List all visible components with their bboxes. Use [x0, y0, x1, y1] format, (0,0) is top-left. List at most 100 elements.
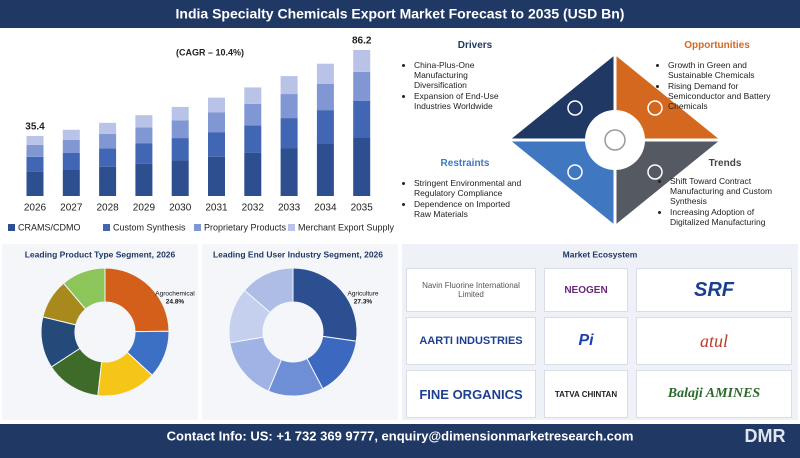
bar-segment	[135, 127, 153, 144]
footer-bar	[0, 424, 800, 458]
bullet-list: Shift Toward Contract Manufacturing and …	[660, 176, 795, 228]
quadrant-title: Opportunities	[684, 40, 750, 51]
company-cell: SRF	[636, 268, 792, 312]
icon	[567, 100, 583, 116]
donut-segment	[62, 267, 106, 310]
bullet-item: Expansion of End-Use Industries Worldwid…	[414, 91, 504, 111]
bar-segment	[99, 166, 117, 196]
charts: 2026 2027 2028 2029 2030 2031 2032 2033 2034 2035…	[8, 36, 395, 397]
x-tick-label: 2026	[24, 203, 47, 214]
quadrant-title: Drivers	[457, 40, 493, 51]
x-tick-label: 2032	[242, 203, 265, 214]
title: India Specialty Chemicals Export Market …	[176, 6, 625, 22]
donut-segment	[243, 267, 294, 314]
bar-segment	[208, 97, 225, 113]
company-logo: atul	[699, 330, 728, 351]
bar-segment	[280, 94, 298, 119]
company-cell: Pi	[544, 317, 628, 365]
bar-segment	[135, 163, 153, 196]
logo: DMR	[745, 426, 786, 446]
icon	[567, 164, 583, 180]
bar-segment	[171, 160, 189, 196]
donut-title: Leading End User Industry Segment, 2026	[213, 249, 383, 259]
x-tick-label: 2027	[60, 203, 83, 214]
bar-segment	[135, 115, 153, 128]
bar-segment	[316, 110, 334, 144]
bullet-list: Stringent Environmental and Regulatory C…	[404, 178, 529, 220]
bar-segment	[26, 144, 44, 157]
bar-segment	[208, 132, 225, 157]
contact: Contact Info: US: +1 732 369 9777, enqui…	[167, 428, 634, 443]
bar-segment	[26, 156, 44, 172]
bar-segment	[62, 169, 80, 196]
legend-label: Custom Synthesis	[113, 222, 186, 232]
segment-label: Agriculture	[347, 291, 378, 298]
donut-segment	[292, 267, 358, 342]
total-label: 86.2	[352, 36, 372, 47]
company-logo: SRF	[694, 278, 734, 301]
center-icon	[604, 129, 626, 151]
bar-segment	[244, 125, 262, 153]
company-logo: Navin Fluorine International Limited	[422, 281, 520, 299]
bullet-item: Dependence on Imported Raw Materials	[414, 199, 529, 219]
bar-segment	[135, 143, 153, 164]
legend-swatch	[288, 224, 295, 231]
bullet-item: Increasing Adoption of Digitalized Manuf…	[670, 207, 795, 227]
quadrant-restraints	[510, 140, 615, 225]
legend-label: Merchant Export Supply	[298, 222, 395, 232]
bullets: Growth in Green and Sustainable Chemical…	[658, 60, 793, 111]
bullets: China-Plus-One Manufacturing Diversifica…	[404, 60, 504, 111]
bar-segment	[99, 122, 117, 134]
bullets: Stringent Environmental and Regulatory C…	[404, 178, 529, 219]
bar-segment	[62, 139, 80, 153]
bar-segment	[316, 63, 334, 84]
bar-segment	[280, 148, 298, 196]
company-logo: Pi	[578, 332, 594, 349]
bar-segment	[280, 118, 298, 149]
x-tick-label: 2028	[96, 203, 119, 214]
bar-segment	[208, 156, 225, 196]
company-cell: Balaji AMINES	[636, 370, 792, 418]
x-tick-label: 2030	[169, 203, 192, 214]
company-cell: atul	[636, 317, 792, 365]
bullet-item: Rising Demand for Semiconductor and Batt…	[668, 81, 793, 111]
x-tick-label: 2031	[205, 203, 228, 214]
bullet-list: China-Plus-One Manufacturing Diversifica…	[404, 60, 504, 112]
bar-segment	[316, 83, 334, 111]
quadrant-opportunities	[615, 55, 720, 140]
x-tick-label: 2033	[278, 203, 301, 214]
donut-title: Leading Product Type Segment, 2026	[25, 249, 176, 259]
bullet-item: Shift Toward Contract Manufacturing and …	[670, 176, 795, 206]
cagr: (CAGR – 10.4%)	[176, 47, 244, 57]
bullet-item: China-Plus-One Manufacturing Diversifica…	[414, 60, 504, 90]
bar-segment	[62, 129, 80, 140]
bar-segment	[353, 71, 371, 101]
quadrant-drivers	[510, 55, 615, 140]
segment-label: Agrochemical	[155, 291, 195, 298]
icon	[647, 100, 663, 116]
legend-swatch	[103, 224, 110, 231]
legend-swatch	[8, 224, 15, 231]
bar-segment	[316, 143, 334, 196]
segment-value: 24.8%	[166, 299, 185, 306]
company-cell: FINE ORGANICS	[406, 370, 536, 418]
company-cell: Navin Fluorine International Limited	[406, 268, 536, 312]
company-logo: NEOGEN	[564, 284, 608, 296]
ecosystem-title: Market Ecosystem	[563, 249, 638, 259]
legend-label: CRAMS/CDMO	[18, 222, 81, 232]
bar-segment	[99, 133, 117, 149]
bullet-item: Growth in Green and Sustainable Chemical…	[668, 60, 793, 80]
segment-value: 27.3%	[354, 299, 373, 306]
bar-segment	[280, 76, 298, 95]
quadrant-title: Restraints	[440, 158, 490, 169]
company-logo: TATVA CHINTAN	[554, 389, 618, 399]
bullet-item: Stringent Environmental and Regulatory C…	[414, 178, 529, 198]
bar-segment	[353, 50, 371, 72]
bar-segment	[99, 148, 117, 167]
bar-segment	[244, 152, 262, 196]
company-logo: Balaji AMINES	[667, 386, 761, 401]
legend-label: Proprietary Products	[204, 222, 287, 232]
x-tick-label: 2035	[351, 203, 374, 214]
header-bar	[0, 0, 800, 28]
